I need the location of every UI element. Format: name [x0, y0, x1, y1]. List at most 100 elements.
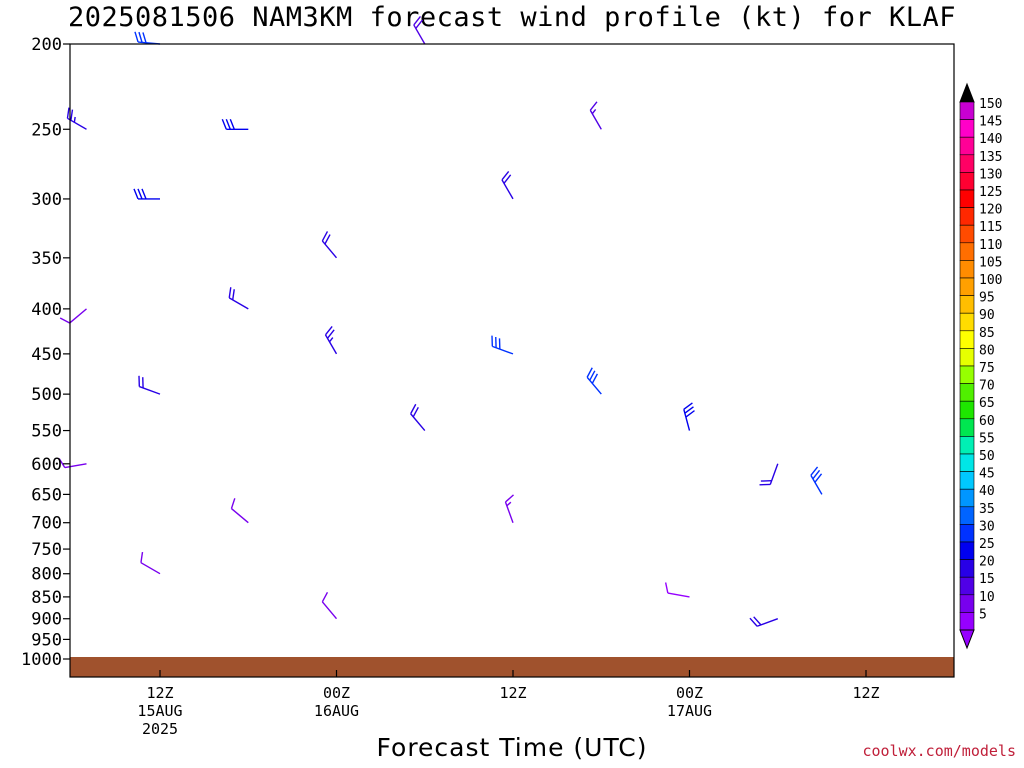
colorbar-swatch	[959, 418, 975, 437]
barb-full	[749, 617, 758, 627]
colorbar-label: 90	[979, 308, 995, 323]
colorbar-label: 145	[979, 115, 1002, 130]
wind-barb	[230, 498, 249, 524]
chart-title: 2025081506 NAM3KM forecast wind profile …	[67, 2, 957, 33]
colorbar-swatch	[959, 136, 975, 156]
colorbar-swatch	[959, 383, 975, 402]
wind-barb	[501, 170, 514, 200]
barb-full	[142, 377, 144, 388]
x-tick-label: 2025	[142, 720, 178, 738]
colorbar-swatch	[959, 242, 975, 261]
barb-full	[140, 551, 144, 563]
colorbar-label: 125	[979, 185, 1002, 200]
x-tick-label: 15AUG	[137, 702, 182, 720]
y-tick-label: 850	[31, 588, 62, 608]
colorbar-label: 65	[979, 396, 995, 411]
colorbar-swatch	[959, 189, 975, 208]
barb-full	[70, 109, 74, 121]
credit-link[interactable]: coolwx.com/models	[862, 742, 1016, 760]
colorbar-label: 110	[979, 238, 1002, 253]
colorbar-label: 35	[979, 502, 995, 517]
colorbar-bottom-arrow	[959, 629, 975, 650]
wind-barb	[228, 287, 249, 310]
colorbar-label: 5	[979, 607, 987, 622]
y-tick-label: 800	[31, 565, 62, 585]
colorbar-label: 25	[979, 537, 995, 552]
barb-full	[321, 592, 329, 603]
y-tick-label: 300	[31, 190, 62, 210]
barb-staff	[64, 463, 87, 469]
colorbar-label: 20	[979, 555, 995, 570]
y-tick-label: 1000	[21, 650, 62, 670]
x-tick-label: 16AUG	[314, 702, 359, 720]
barb-staff	[321, 601, 338, 620]
colorbar-swatch	[959, 524, 975, 543]
y-tick-label: 650	[31, 485, 62, 505]
colorbar-label: 40	[979, 484, 995, 499]
barb-full	[753, 616, 762, 626]
colorbar-label: 55	[979, 431, 995, 446]
y-tick-label: 200	[31, 35, 62, 55]
y-tick-label: 600	[31, 455, 62, 475]
colorbar-swatch	[959, 154, 975, 173]
barb-full	[586, 367, 593, 378]
wind-barb	[664, 582, 690, 598]
barb-full	[229, 119, 235, 130]
barb-full	[589, 101, 598, 111]
barb-full	[505, 494, 514, 503]
colorbar-swatch	[959, 101, 975, 120]
colorbar-swatch	[959, 559, 975, 578]
colorbar-swatch	[959, 119, 975, 138]
barb-half	[591, 109, 597, 115]
wind-barb	[134, 31, 161, 45]
barb-full	[760, 480, 772, 482]
colorbar-label: 115	[979, 220, 1002, 235]
wind-barb	[491, 335, 514, 355]
wind-barb	[58, 458, 87, 469]
colorbar-label: 70	[979, 379, 995, 394]
wind-barb	[138, 375, 161, 395]
colorbar-label: 15	[979, 572, 995, 587]
colorbar-label: 10	[979, 590, 995, 605]
barb-full	[491, 335, 494, 347]
colorbar-label: 150	[979, 97, 1002, 112]
colorbar-swatch	[959, 541, 975, 560]
barb-full	[412, 406, 419, 418]
barb-full	[589, 370, 596, 381]
barb-full	[498, 338, 501, 350]
wind-barb	[321, 592, 338, 620]
barb-full	[225, 119, 231, 130]
colorbar-swatch	[959, 277, 975, 296]
y-tick-label: 550	[31, 422, 62, 442]
x-axis-label: Forecast Time (UTC)	[376, 733, 648, 762]
barb-half	[506, 501, 512, 507]
barb-full	[324, 325, 333, 336]
colorbar-label: 80	[979, 343, 995, 358]
wind-barb	[321, 231, 338, 259]
barb-full	[137, 188, 143, 200]
colorbar-swatch	[959, 576, 975, 596]
barb-full	[684, 406, 694, 414]
barb-full	[141, 188, 147, 200]
colorbar-label: 85	[979, 326, 995, 341]
colorbar-swatch	[959, 594, 975, 613]
wind-barb	[504, 494, 514, 523]
colorbar-swatch	[959, 295, 975, 314]
wind-barb	[586, 367, 602, 395]
barb-full	[410, 403, 417, 415]
colorbar-label: 135	[979, 150, 1002, 165]
barb-staff	[140, 562, 161, 575]
colorbar-swatch	[959, 471, 975, 490]
barb-full	[664, 582, 669, 594]
barb-full	[133, 188, 139, 200]
colorbar-swatch	[959, 436, 975, 455]
x-tick-label: 17AUG	[667, 702, 712, 720]
barb-full	[413, 16, 422, 26]
barb-full	[759, 483, 771, 486]
x-tick-label: 00Z	[676, 684, 703, 702]
barb-full	[232, 289, 235, 300]
wind-barb	[759, 463, 779, 486]
colorbar-swatch	[959, 207, 975, 226]
x-tick-label: 12Z	[146, 684, 173, 702]
barb-full	[59, 317, 70, 324]
